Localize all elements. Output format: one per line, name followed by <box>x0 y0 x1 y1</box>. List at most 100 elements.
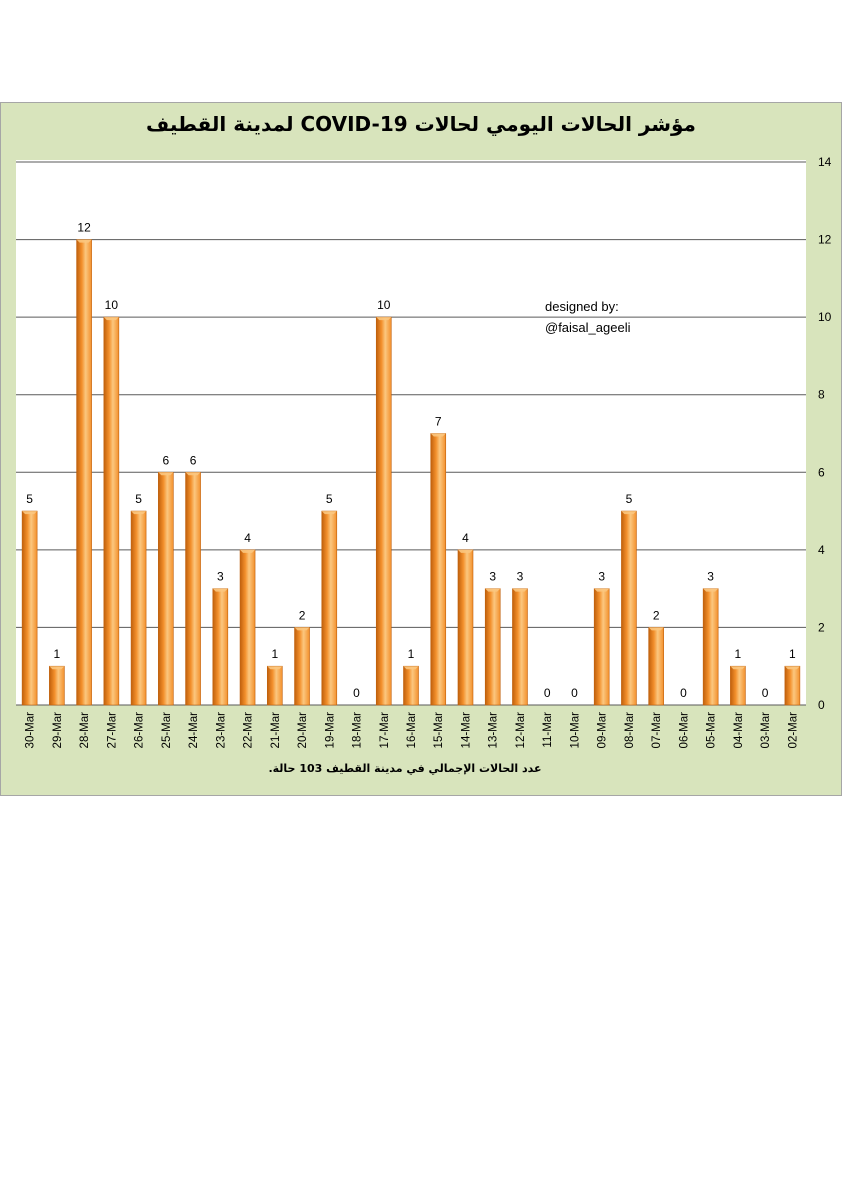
bar-top-bevel <box>703 588 719 592</box>
x-tick-label: 10-Mar <box>569 712 581 749</box>
bar-top-bevel <box>784 666 800 670</box>
x-tick-label: 30-Mar <box>25 712 37 749</box>
bar <box>130 510 147 706</box>
x-tick-label: 15-Mar <box>433 712 445 749</box>
chart-title: مؤشر الحالات اليومي لحالات COVID-19 لمدي… <box>146 112 696 136</box>
x-tick-label: 09-Mar <box>597 712 609 749</box>
x-tick-label: 22-Mar <box>243 712 255 749</box>
x-tick-label: 19-Mar <box>324 712 336 749</box>
bar-top-bevel <box>485 588 501 592</box>
x-tick-label: 24-Mar <box>188 712 200 749</box>
data-label: 1 <box>408 647 415 661</box>
x-tick-label: 04-Mar <box>733 712 745 749</box>
x-tick-label: 29-Mar <box>52 712 64 749</box>
data-label: 5 <box>135 492 142 506</box>
data-label: 6 <box>162 453 169 467</box>
data-label: 3 <box>217 570 224 584</box>
y-tick-label: 14 <box>818 155 832 169</box>
data-label: 1 <box>735 647 742 661</box>
x-tick-label: 06-Mar <box>678 712 690 749</box>
bar-top-bevel <box>594 588 610 592</box>
bar <box>103 316 120 706</box>
bar-top-bevel <box>103 317 119 321</box>
bar-top-bevel <box>430 433 446 437</box>
bar <box>266 665 283 706</box>
x-tick-label: 17-Mar <box>379 712 391 749</box>
bar-top-bevel <box>621 511 637 515</box>
bar-top-bevel <box>49 666 65 670</box>
bar-top-bevel <box>321 511 337 515</box>
bar <box>621 510 637 706</box>
data-label: 1 <box>54 647 61 661</box>
data-label: 0 <box>353 686 360 700</box>
bar-top-bevel <box>648 627 664 631</box>
bar <box>702 588 719 706</box>
x-tick-label: 25-Mar <box>161 712 173 749</box>
data-label: 10 <box>105 298 119 312</box>
data-label: 10 <box>377 298 391 312</box>
y-tick-label: 8 <box>818 388 825 402</box>
x-tick-label: 16-Mar <box>406 712 418 749</box>
bar-top-bevel <box>131 511 147 515</box>
data-label: 0 <box>544 686 551 700</box>
x-tick-label: 14-Mar <box>460 712 472 749</box>
data-label: 3 <box>598 570 605 584</box>
y-tick-label: 6 <box>818 465 825 479</box>
bar-top-bevel <box>185 472 201 476</box>
data-label: 7 <box>435 415 442 429</box>
x-tick-label: 26-Mar <box>134 712 146 749</box>
x-tick-label: 07-Mar <box>651 712 663 749</box>
x-tick-label: 18-Mar <box>352 712 364 749</box>
x-axis-labels: 30-Mar 29-Mar 28-Mar 27-Mar 26-Mar 25-Mar 24-M… <box>25 712 800 749</box>
bar-top-bevel <box>76 239 92 243</box>
bar <box>484 588 501 706</box>
x-tick-label: 27-Mar <box>106 712 118 749</box>
data-label: 2 <box>653 608 660 622</box>
bar <box>212 588 229 706</box>
gridlines <box>16 161 806 706</box>
bar-top-bevel <box>158 472 174 476</box>
x-tick-label: 03-Mar <box>760 712 772 749</box>
bar <box>730 665 746 706</box>
x-tick-label: 21-Mar <box>270 712 282 749</box>
data-label: 5 <box>626 492 633 506</box>
bar <box>403 665 419 706</box>
x-tick-label: 13-Mar <box>488 712 500 749</box>
bar <box>21 510 38 706</box>
data-label: 1 <box>271 647 278 661</box>
data-label: 1 <box>789 647 796 661</box>
bar <box>784 665 801 706</box>
data-label: 3 <box>489 570 496 584</box>
bar-top-bevel <box>240 549 256 553</box>
data-label: 4 <box>244 531 251 545</box>
bar <box>49 665 65 706</box>
x-tick-label: 05-Mar <box>706 712 718 749</box>
data-label: 0 <box>762 686 769 700</box>
bar <box>430 433 447 706</box>
y-axis-ticks: 0 2 4 6 8 10 12 14 <box>818 155 832 712</box>
x-tick-label: 12-Mar <box>515 712 527 749</box>
bar <box>375 316 392 706</box>
bar-top-bevel <box>376 317 392 321</box>
total-cases-note: عدد الحالات الإجمالي في مدينة القطيف 103… <box>268 762 542 775</box>
data-label: 5 <box>26 492 33 506</box>
bar <box>294 627 310 706</box>
x-tick-label: 23-Mar <box>215 712 227 749</box>
x-tick-label: 28-Mar <box>79 712 91 749</box>
data-label: 6 <box>190 453 197 467</box>
data-label: 3 <box>517 570 524 584</box>
bar-top-bevel <box>730 666 746 670</box>
credit-line-1: designed by: <box>545 299 619 314</box>
data-label: 12 <box>77 221 91 235</box>
bar <box>648 627 664 706</box>
bar <box>321 510 338 706</box>
x-tick-label: 20-Mar <box>297 712 309 749</box>
bar <box>185 471 201 706</box>
bar <box>239 549 256 706</box>
plot-area <box>16 160 806 705</box>
bar-top-bevel <box>294 627 310 631</box>
data-label: 5 <box>326 492 333 506</box>
bar-top-bevel <box>512 588 528 592</box>
